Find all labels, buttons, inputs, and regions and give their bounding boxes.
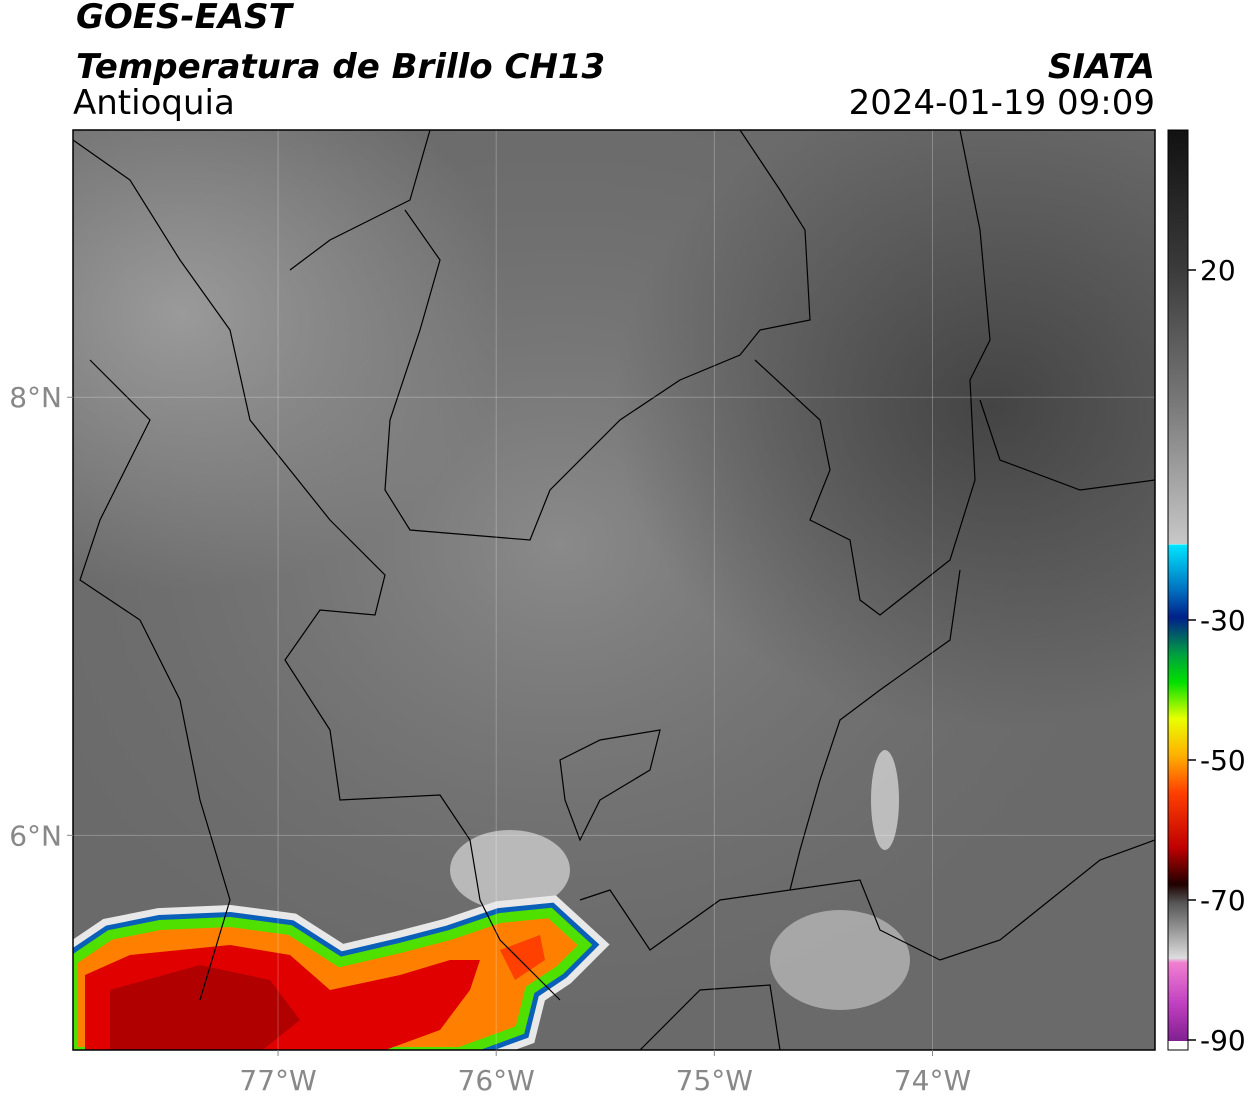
y-tick-label: 6°N xyxy=(9,819,62,852)
x-tick-label: 74°W xyxy=(894,1064,971,1097)
colorbar-tick-label: -50 xyxy=(1200,744,1246,777)
x-tick-label: 77°W xyxy=(239,1064,316,1097)
colorbar xyxy=(1167,129,1189,1051)
colorbar-tick-label: 20 xyxy=(1200,254,1236,287)
imagery xyxy=(73,130,1155,1050)
x-tick-label: 75°W xyxy=(676,1064,753,1097)
boundaries xyxy=(73,130,1155,1050)
subtitle: Temperatura de Brillo CH13 xyxy=(76,47,605,87)
region: Antioquia xyxy=(73,83,235,123)
colorbar-tick-label: -90 xyxy=(1200,1024,1246,1057)
x-tick-label: 76°W xyxy=(458,1064,535,1097)
colorbar-tick-label: -30 xyxy=(1200,604,1246,637)
colorbar-tick-label: -70 xyxy=(1200,884,1246,917)
title: GOES-EAST xyxy=(76,0,295,37)
map-frame xyxy=(72,129,1156,1051)
y-tick-label: 8°N xyxy=(9,381,62,414)
datetime: 2024-01-19 09:09 xyxy=(849,83,1155,123)
source: SIATA xyxy=(1048,47,1155,87)
